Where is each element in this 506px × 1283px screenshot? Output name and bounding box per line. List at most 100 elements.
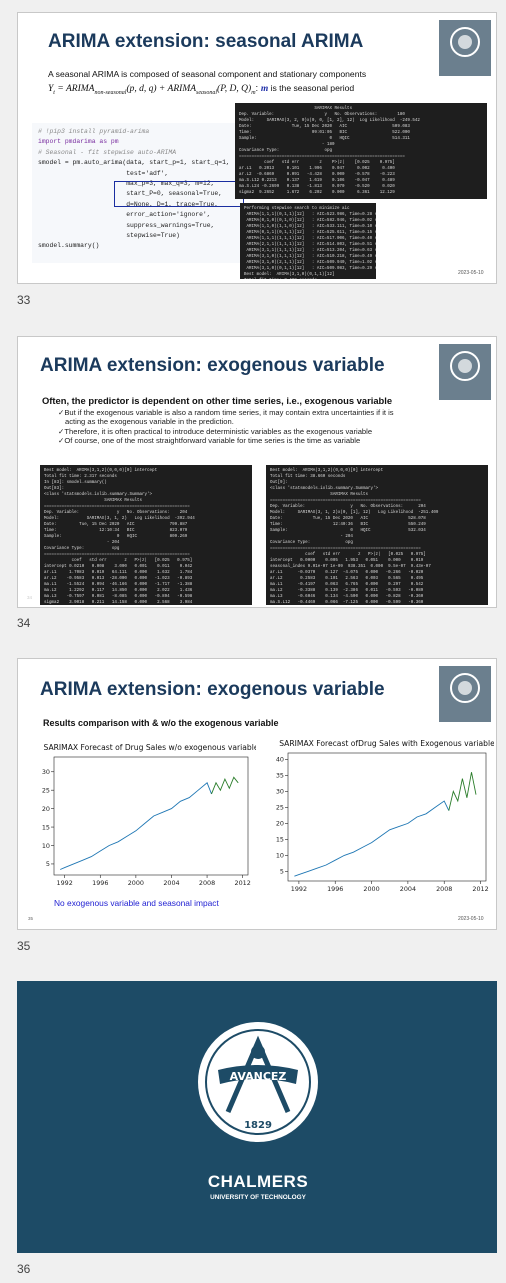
console-line: - 204 [44, 541, 120, 545]
console-line: ar.L2 -0.6869 0.091 -4.428 0.000 -0.578 … [239, 173, 395, 177]
x-tick-label: 2012 [235, 879, 251, 887]
console-line: ARIMA(3,1,0)(2,1,1)[12] : AIC=509.940, T… [244, 261, 377, 265]
slide-number: 36 [17, 1262, 31, 1276]
console-line: ARIMA(0,1,1)(0,1,1)[12] : AIC=525.611, T… [244, 231, 377, 235]
console-line: ARIMA(3,1,1)(1,1,1)[12] : AIC=513.204, T… [244, 249, 377, 253]
x-tick-label: 1992 [57, 879, 73, 887]
slide[interactable]: AVANCEZ 1829 CHALMERS UNIVERSITY OF TECH… [17, 981, 497, 1253]
console-line: Model: SARIMAX(3, 2, 0)x(0, 0, [1, 2], 1… [239, 119, 420, 123]
console-line: Out[9]: [270, 481, 288, 485]
page-number: 34 [27, 595, 33, 600]
console-line: intercept 0.0000 0.005 1.953 0.051 0.000… [270, 559, 424, 563]
console-line: ========================================… [270, 547, 421, 551]
page-number: 35 [28, 916, 34, 921]
formula-part: is the seasonal period [270, 83, 355, 93]
plot-frame [53, 756, 249, 876]
y-tick-label: 30 [276, 788, 284, 796]
formula-part: seasonal [196, 89, 218, 96]
console-line: ========================================… [44, 505, 190, 509]
logo-text: CHALMERS [491, 711, 496, 717]
series-line [60, 782, 212, 870]
formula-part: (P, D, Q) [217, 84, 252, 94]
console-line: Best model: ARIMA(3,1,0)(0,1,1)[12] [244, 273, 335, 277]
y-tick-label: 15 [42, 823, 50, 831]
brand-subname: UNIVERSITY OF TECHNOLOGY [210, 1194, 306, 1201]
code-line: # Seasonal - fit stepwise auto-ARIMA [38, 148, 177, 156]
series-line [448, 772, 477, 811]
formula-part: non-seasonal [94, 89, 127, 96]
code-line: d=None, D=1, trace=True, [38, 200, 219, 208]
code-block: # !pip3 install pyramid-arima import pmda… [32, 123, 244, 263]
console-line: Date: Tue, 15 Dec 2020 AIC 528.078 [270, 517, 426, 521]
formula: Yt = ARIMAnon-seasonal(p, d, q) + ARIMAs… [48, 83, 355, 96]
logo: CHALMERS [439, 20, 491, 76]
console-line: ma.L1 -1.5524 0.094 -46.166 0.000 -1.717… [44, 583, 193, 587]
console-line: Time: 12:40:36 BIC 550.249 [270, 523, 426, 527]
console-line: <class 'statsmodels.iolib.summary.Summar… [270, 487, 379, 491]
console-line: ma.S.L12 -0.4469 0.066 -7.125 0.000 -0.5… [270, 601, 424, 605]
console-line: coef std err z P>|z| [0.025 0.975] [239, 161, 395, 165]
console-line: seasonal_index 9.01e-07 1e-09 938.351 0.… [270, 565, 431, 569]
chart: SARIMAX Forecast ofDrug Sales with Exoge… [276, 739, 494, 893]
series-line [294, 800, 450, 877]
console-line: ar.L1 1.7083 0.019 64.111 0.000 1.632 1.… [44, 571, 193, 575]
code-line: suppress_warnings=True, [38, 221, 215, 229]
console-line: ========================================… [44, 553, 190, 557]
console-line: Date: Tue, 15 Dec 2020 AIC 799.887 [44, 523, 188, 527]
x-tick-label: 2000 [363, 885, 379, 893]
console-line: ARIMA(2,1,1)(1,1,1)[12] : AIC=514.803, T… [244, 243, 377, 247]
code-line: # !pip3 install pyramid-arima [38, 128, 150, 135]
formula-part: ARIMA [167, 84, 197, 94]
console-line: Total fit time: 2.317 seconds [44, 475, 117, 479]
formula-part: t [53, 89, 55, 96]
console: SARIMAX Results Dep. Variable: y No. Obse… [235, 103, 487, 199]
x-tick-label: 2000 [128, 879, 144, 887]
lead-text: Often, the predictor is dependent on oth… [42, 395, 393, 406]
highlight-box [114, 181, 244, 207]
emblem [450, 673, 480, 703]
bullet-line: ✓Of course, one of the most straightforw… [58, 436, 361, 446]
console-line: ma.L3 -0.6046 0.134 -4.500 0.000 -0.828 … [270, 595, 424, 599]
formula-part: Y [48, 84, 54, 94]
chart-title: SARIMAX Forecast of Drug Sales w/o exoge… [44, 743, 257, 752]
y-tick-label: 10 [276, 852, 284, 860]
caption: No exogenous variable and seasonal impac… [54, 898, 219, 908]
console-line: Time: 09:01:05 BIC 522.000 [239, 131, 410, 135]
slide-title: ARIMA extension: exogenous variable [40, 679, 385, 700]
y-tick-label: 25 [42, 786, 50, 794]
console-line: In [83]: smodel.summary() [44, 481, 107, 485]
console-line: Model: SARIMAX(3, 1, 2)x(0, [1], 12) Log… [270, 511, 439, 515]
console-line: Dep. Variable: y No. Observations: 180 [239, 113, 405, 117]
console-line: ar.L1 0.2013 0.101 1.996 0.047 0.002 0.4… [239, 167, 395, 171]
logo-text: CHALMERS [491, 389, 496, 395]
code-line: smodel.summary() [38, 242, 100, 250]
x-tick-label: 2008 [199, 879, 215, 887]
formula-part: m [260, 84, 269, 94]
date: 2023-05-10 [458, 916, 484, 922]
slide-number: 33 [17, 293, 31, 307]
console-line: ========================================… [239, 155, 405, 159]
y-tick-label: 10 [42, 842, 50, 850]
slide[interactable]: ARIMA extension: exogenous variable CHAL… [17, 658, 497, 930]
y-tick-label: 25 [276, 804, 284, 812]
console-line: Total fit time: 3.422 seconds [244, 278, 372, 279]
console-line: ARIMA(1,1,1)(0,1,1)[12] : AIC=523.986, T… [244, 213, 377, 217]
console-line: Covariance Type: opg [239, 149, 332, 153]
console-line: Time: 12:10:34 BIC 823.079 [44, 529, 188, 533]
console-line: ma.S.L12 0.2213 0.137 1.619 0.106 -0.047… [239, 179, 395, 183]
emblem-motto: AVANCEZ [230, 1070, 287, 1083]
console-line: ARIMA(0,1,0)(0,1,0)[12] : AIC=582.946, T… [244, 219, 377, 223]
console: Performing stepwise search to minimize a… [240, 203, 376, 279]
code-line: smodel = pm.auto_arima(data, start_p=1, … [38, 159, 230, 167]
console: Best model: ARIMA(3,1,2)(0,0,0)[0] inter… [40, 465, 252, 605]
y-tick-label: 30 [42, 768, 50, 776]
x-tick-label: 2004 [400, 885, 416, 893]
console-line: Total fit time: 38.660 seconds [270, 475, 346, 479]
console-line: ma.L2 1.2292 0.117 14.850 0.000 2.022 1.… [44, 589, 193, 593]
console-line: ARIMA(1,1,1)(1,1,1)[12] : AIC=517.006, T… [244, 237, 377, 241]
console-line: ARIMA(3,1,0)(0,1,1)[12] : AIC=509.083, T… [244, 267, 377, 271]
code-line: stepwise=True) [38, 232, 180, 240]
emblem-year: 1829 [244, 1120, 272, 1131]
slide[interactable]: ARIMA extension: seasonal ARIMA CHALMERS… [17, 12, 497, 284]
slide[interactable]: ARIMA extension: exogenous variable CHAL… [17, 336, 497, 608]
